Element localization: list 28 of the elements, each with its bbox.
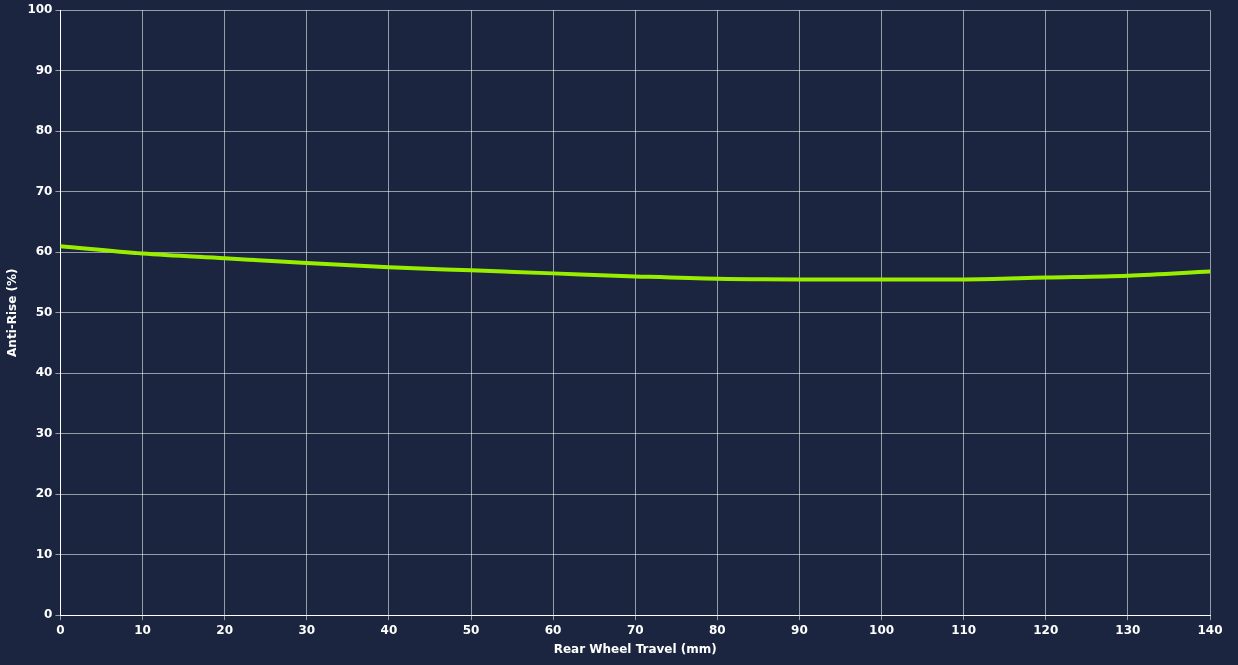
x-tick-label: 110	[951, 622, 977, 637]
x-tick-label: 30	[298, 622, 316, 637]
x-tick-label: 70	[626, 622, 644, 637]
x-tick-label: 130	[1115, 622, 1141, 637]
x-tick-label: 20	[216, 622, 234, 637]
y-tick-label: 60	[35, 244, 53, 259]
x-tick-label: 50	[462, 622, 480, 637]
x-tick-label: 100	[869, 622, 895, 637]
y-tick-label: 100	[27, 2, 53, 17]
x-axis-title: Rear Wheel Travel (mm)	[553, 641, 717, 656]
x-tick-label: 0	[56, 622, 65, 637]
x-tick-label: 10	[134, 622, 151, 637]
y-tick-label: 50	[35, 304, 53, 319]
y-axis-title: Anti-Rise (%)	[5, 268, 20, 357]
x-tick-label: 90	[791, 622, 808, 637]
y-tick-label: 40	[35, 365, 53, 380]
y-tick-label: 10	[35, 546, 53, 561]
y-tick-label: 90	[35, 62, 53, 77]
x-tick-label: 40	[380, 622, 398, 637]
y-tick-label: 0	[44, 607, 53, 622]
x-tick-label: 80	[708, 622, 726, 637]
y-tick-label: 70	[35, 183, 53, 198]
y-tick-label: 20	[35, 486, 53, 501]
y-tick-label: 80	[35, 123, 53, 138]
x-tick-label: 140	[1197, 622, 1223, 637]
x-tick-label: 120	[1033, 622, 1059, 637]
y-tick-label: 30	[35, 425, 53, 440]
x-tick-label: 60	[544, 622, 562, 637]
